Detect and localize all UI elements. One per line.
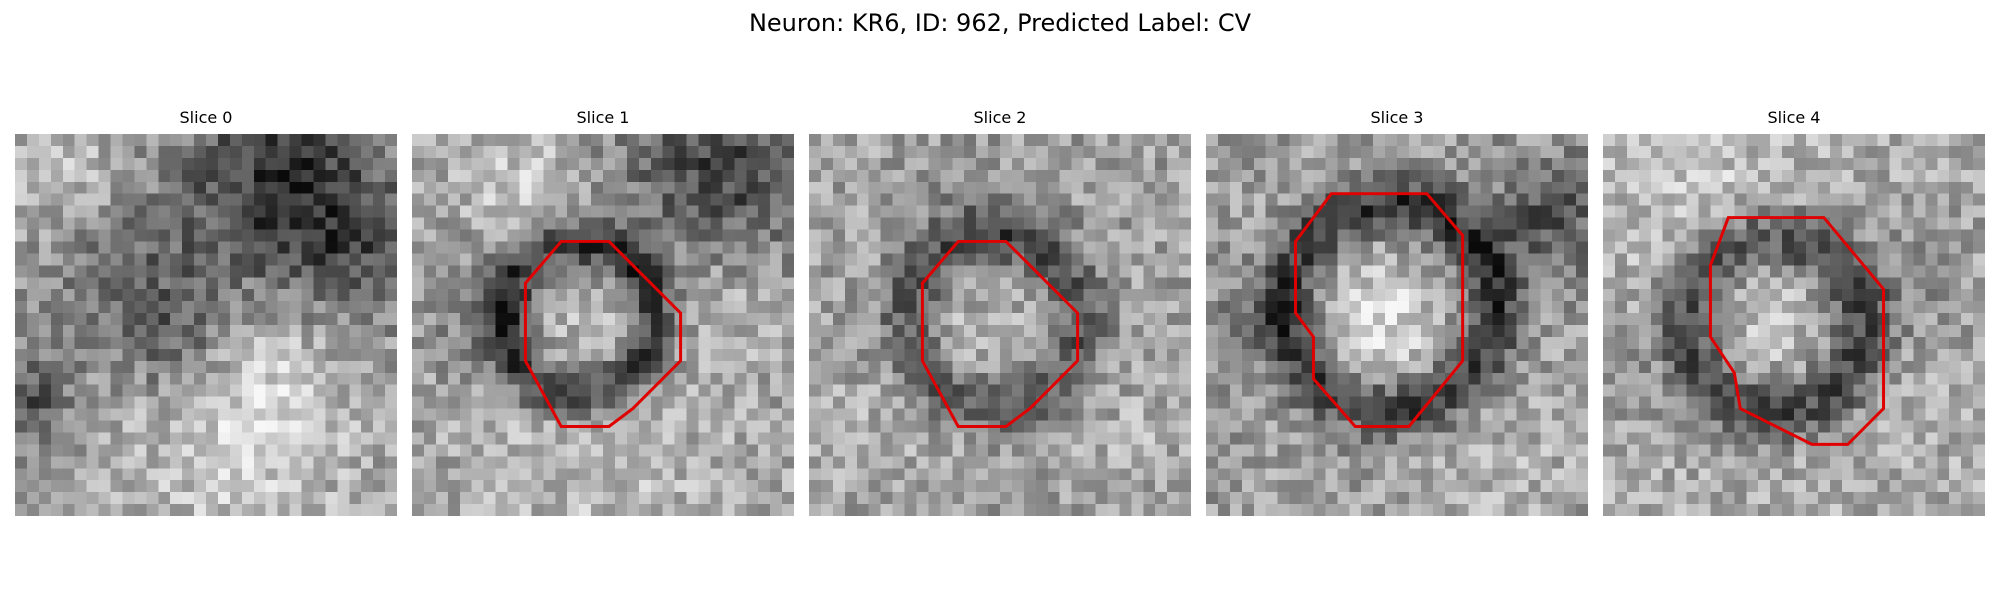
slice-title-0: Slice 0 (179, 108, 233, 127)
slice-title-2: Slice 2 (973, 108, 1027, 127)
slice-title-4: Slice 4 (1767, 108, 1821, 127)
slice-panel-1: Slice 1 (412, 108, 794, 516)
contour-outline-1 (523, 239, 683, 428)
slice-panel-3: Slice 3 (1206, 108, 1588, 516)
slice-image-1 (412, 134, 794, 516)
slice-image-0 (15, 134, 397, 516)
contour-outline-2 (920, 239, 1080, 428)
slice-title-3: Slice 3 (1370, 108, 1424, 127)
slice-image-2 (809, 134, 1191, 516)
slice-title-1: Slice 1 (576, 108, 630, 127)
slice-panel-4: Slice 4 (1603, 108, 1985, 516)
slice-image-3 (1206, 134, 1588, 516)
contour-outline-4 (1708, 216, 1886, 446)
slice-image-4 (1603, 134, 1985, 516)
figure-title: Neuron: KR6, ID: 962, Predicted Label: C… (748, 9, 1252, 37)
contour-outline-3 (1294, 192, 1465, 428)
slice-panel-2: Slice 2 (809, 108, 1191, 516)
slice-panel-0: Slice 0 (15, 108, 397, 516)
